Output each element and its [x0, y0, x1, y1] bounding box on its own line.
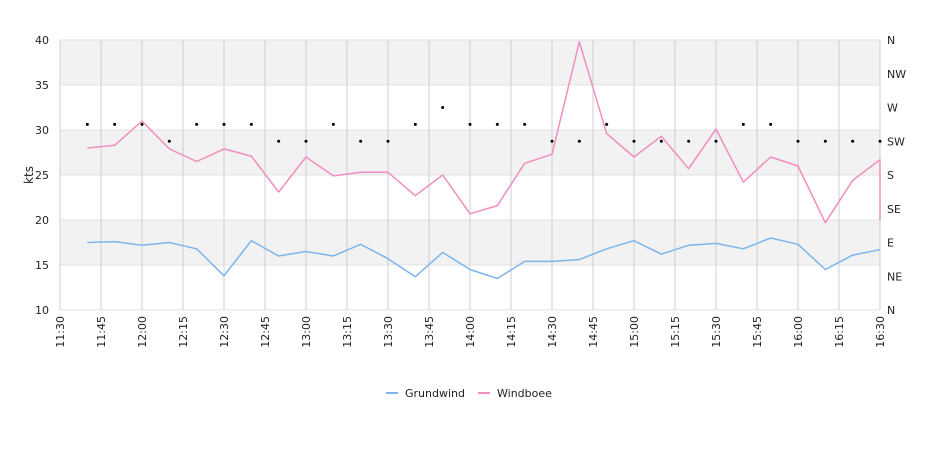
- right-axis-ticks: N NE E SE S SW W NW N: [887, 34, 906, 317]
- right-tick-label: NW: [887, 68, 906, 81]
- right-tick-label: W: [887, 102, 898, 115]
- direction-marker: [523, 122, 527, 126]
- series-line-windboee: [87, 41, 881, 224]
- y-tick-label: 25: [35, 169, 49, 182]
- right-tick-label: NE: [887, 270, 902, 283]
- x-tick-label: 13:00: [300, 316, 313, 348]
- right-tick-label: SE: [887, 203, 901, 216]
- direction-marker: [741, 122, 745, 126]
- x-tick-label: 12:30: [218, 316, 231, 348]
- direction-marker: [113, 122, 117, 126]
- x-tick-label: 15:15: [669, 316, 682, 348]
- x-axis-ticks: 11:30 11:45 12:00 12:15 12:30 12:45 13:00 13:15…: [54, 316, 887, 348]
- direction-marker: [577, 139, 581, 143]
- right-tick-label: SW: [887, 135, 905, 148]
- x-tick-label: 13:30: [382, 316, 395, 348]
- direction-marker: [222, 122, 226, 126]
- x-tick-label: 14:45: [587, 316, 600, 348]
- direction-marker: [277, 139, 281, 143]
- x-tick-label: 16:15: [833, 316, 846, 348]
- direction-marker: [413, 122, 417, 126]
- direction-marker: [605, 122, 609, 126]
- x-tick-label: 14:15: [505, 316, 518, 348]
- x-tick-label: 13:15: [341, 316, 354, 348]
- direction-marker: [714, 139, 718, 143]
- right-tick-label: E: [887, 237, 894, 250]
- x-tick-label: 11:45: [95, 316, 108, 348]
- direction-marker: [386, 139, 390, 143]
- direction-marker: [632, 139, 636, 143]
- series-lines: [87, 41, 881, 280]
- right-tick-label: N: [887, 34, 895, 47]
- direction-markers: [85, 106, 882, 143]
- x-tick-label: 16:30: [874, 316, 887, 348]
- x-tick-label: 14:30: [546, 316, 559, 348]
- series-line-grundwind: [87, 237, 881, 280]
- y-tick-label: 15: [35, 259, 49, 272]
- direction-marker: [167, 139, 171, 143]
- direction-marker: [331, 122, 335, 126]
- x-tick-label: 15:45: [751, 316, 764, 348]
- direction-marker: [468, 122, 472, 126]
- y-tick-label: 40: [35, 34, 49, 47]
- direction-marker: [195, 122, 199, 126]
- x-tick-label: 12:15: [177, 316, 190, 348]
- legend-label-windboee: Windboee: [497, 387, 552, 400]
- direction-marker: [796, 139, 800, 143]
- direction-marker: [823, 139, 827, 143]
- x-tick-label: 14:00: [464, 316, 477, 348]
- right-tick-label: S: [887, 169, 894, 182]
- x-tick-label: 15:30: [710, 316, 723, 348]
- y-tick-label: 10: [35, 304, 49, 317]
- x-tick-label: 11:30: [54, 316, 67, 348]
- direction-marker: [851, 139, 855, 143]
- x-tick-label: 13:45: [423, 316, 436, 348]
- direction-marker: [878, 139, 882, 143]
- direction-marker: [359, 139, 363, 143]
- x-tick-label: 12:45: [259, 316, 272, 348]
- grid-lines: [59, 39, 881, 311]
- direction-marker: [550, 139, 554, 143]
- right-tick-label: N: [887, 304, 895, 317]
- direction-marker: [85, 122, 89, 126]
- direction-marker: [304, 139, 308, 143]
- y-axis-title: kts: [22, 166, 36, 184]
- legend-label-grundwind: Grundwind: [405, 387, 465, 400]
- direction-marker: [249, 122, 253, 126]
- direction-marker: [687, 139, 691, 143]
- direction-marker: [441, 106, 445, 109]
- x-tick-label: 12:00: [136, 316, 149, 348]
- direction-marker: [659, 139, 663, 143]
- y-tick-label: 35: [35, 79, 49, 92]
- direction-marker: [495, 122, 499, 126]
- legend: Grundwind Windboee: [386, 387, 552, 400]
- direction-marker: [140, 122, 144, 126]
- x-tick-label: 16:00: [792, 316, 805, 348]
- x-tick-label: 15:00: [628, 316, 641, 348]
- direction-marker: [769, 122, 773, 126]
- y-axis-ticks: 10 15 20 25 30 35 40: [35, 34, 49, 317]
- y-tick-label: 30: [35, 124, 49, 137]
- y-tick-label: 20: [35, 214, 49, 227]
